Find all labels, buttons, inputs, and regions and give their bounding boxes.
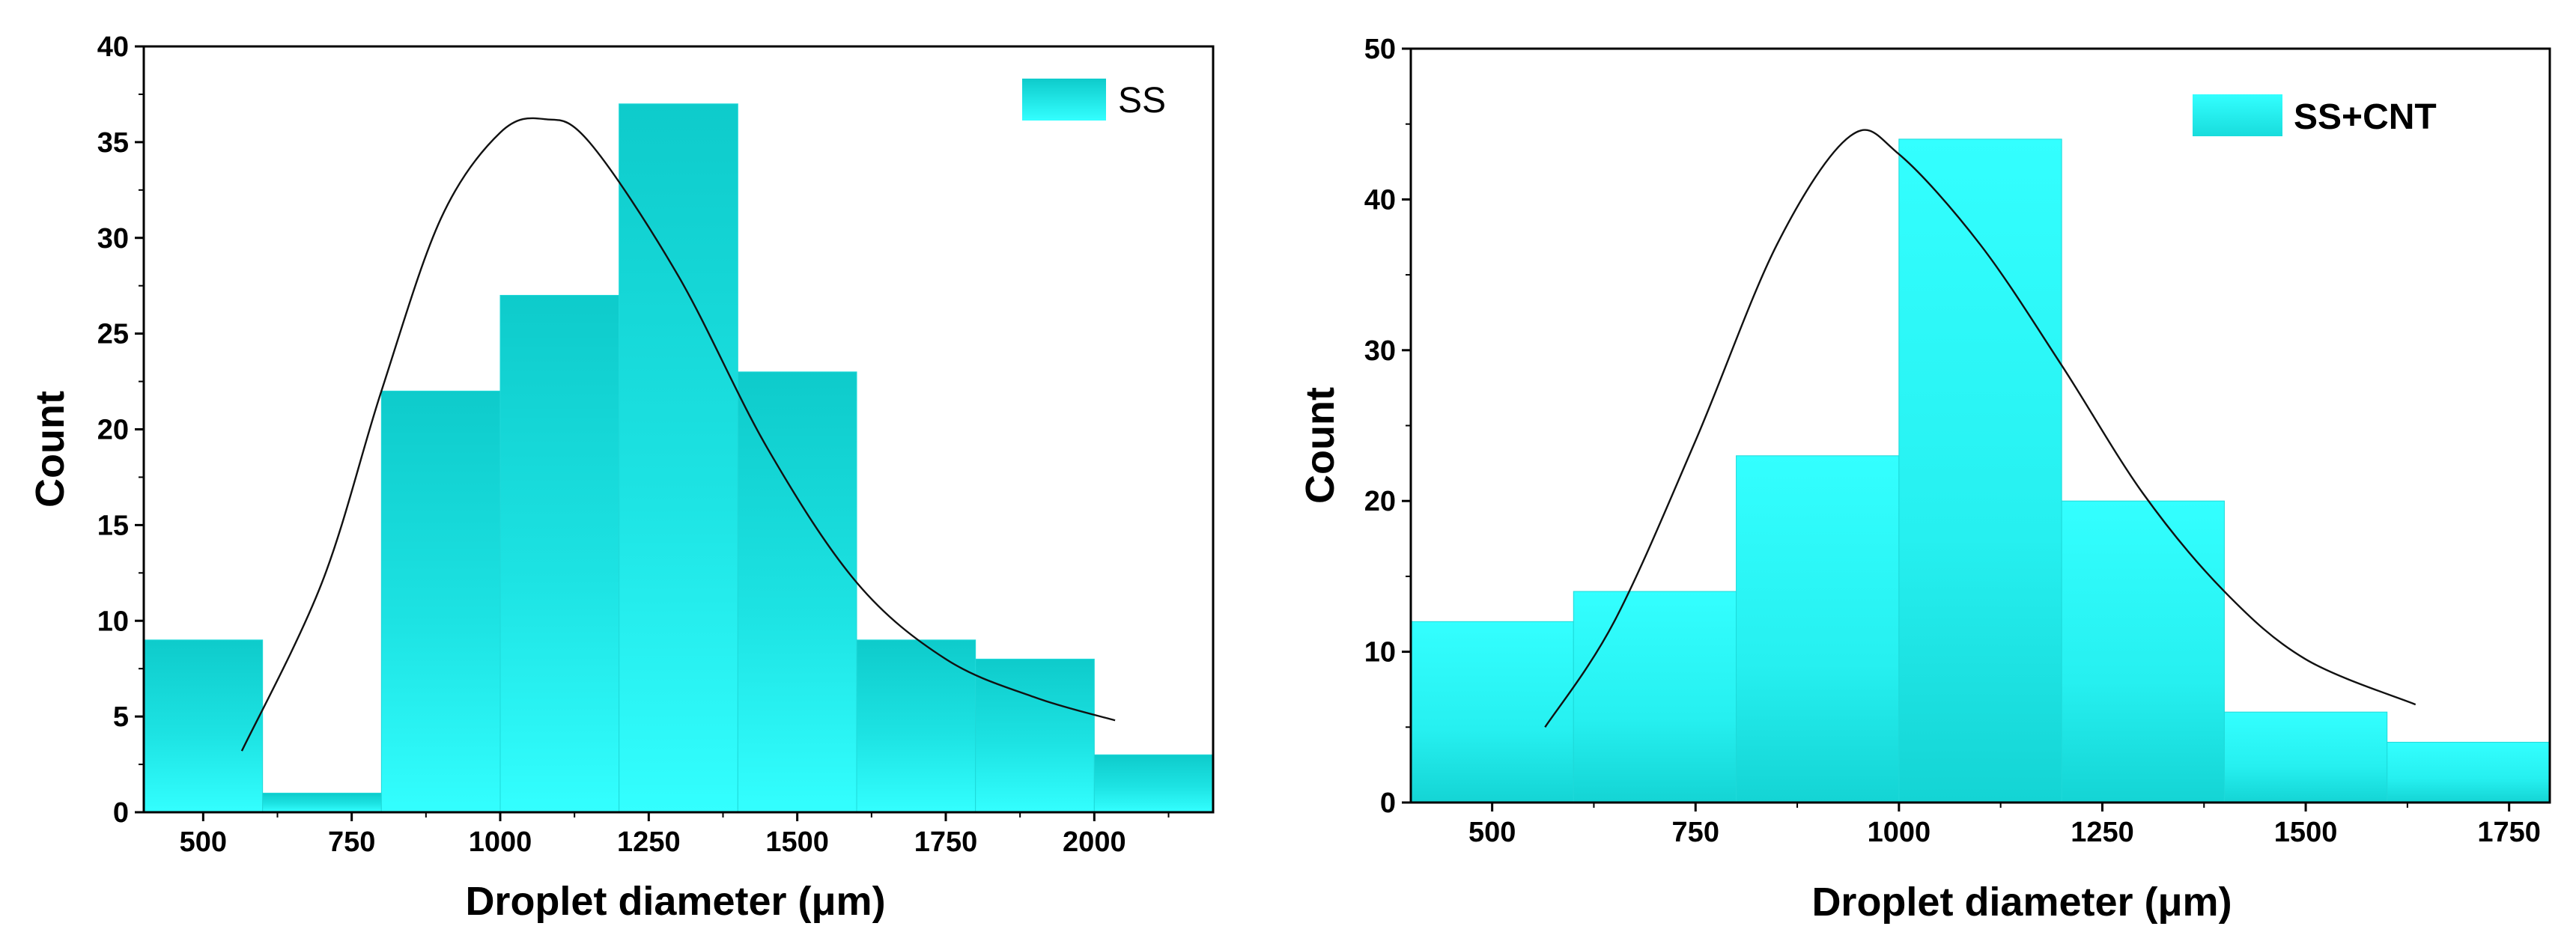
x-axis-title-ss: Droplet diameter (μm) — [465, 879, 885, 924]
x-tick-label: 1000 — [469, 826, 532, 858]
distribution-fit-curve — [1544, 129, 2416, 728]
x-tick-label: 1500 — [765, 826, 829, 858]
histogram-bar — [380, 390, 501, 813]
y-tick-label: 10 — [97, 606, 129, 637]
chart-ss-cnt: 500 750 1000 1250 1500 1750 0 10 20 30 40 50 SS+CNT… — [1298, 34, 2551, 925]
x-axis-title-ss-cnt: Droplet diameter (μm) — [1811, 880, 2232, 925]
y-tick-label: 20 — [97, 415, 129, 446]
y-tick-label: 30 — [1364, 335, 1396, 367]
histogram-bar — [262, 792, 382, 813]
histogram-bar — [2387, 741, 2551, 803]
y-tick-label: 5 — [113, 701, 129, 733]
y-tick-label: 0 — [113, 797, 129, 829]
y-axis-title-ss-cnt: Count — [1298, 387, 1343, 504]
histogram-bar — [737, 371, 857, 813]
y-tick-label: 15 — [97, 510, 129, 541]
histogram-bar — [1093, 754, 1214, 813]
histogram-bar — [2061, 500, 2225, 803]
histogram-bar — [975, 658, 1095, 813]
y-tick-label: 40 — [1364, 184, 1396, 216]
legend-ss-cnt: SS+CNT — [2193, 94, 2437, 137]
x-tick-label: 1750 — [914, 826, 978, 858]
histogram-bar — [1573, 591, 1737, 803]
legend-label-ss: SS — [1118, 81, 1166, 121]
histogram-bar — [619, 103, 738, 813]
histogram-bar — [1410, 621, 1574, 803]
y-tick-label: 50 — [1364, 34, 1396, 65]
y-tick-label: 20 — [1364, 486, 1396, 517]
histogram-bar — [2223, 711, 2388, 803]
x-tick-label: 1250 — [2071, 817, 2134, 848]
x-tick-label: 750 — [1672, 817, 1719, 848]
y-tick-label: 25 — [97, 319, 129, 350]
legend-swatch-ss-cnt — [2193, 94, 2282, 136]
x-tick-label: 500 — [1468, 817, 1516, 848]
y-tick-label: 35 — [97, 127, 129, 159]
x-tick-label: 750 — [328, 826, 375, 858]
x-tick-label: 500 — [180, 826, 227, 858]
x-tick-label: 2000 — [1063, 826, 1126, 858]
y-tick-label: 10 — [1364, 637, 1396, 669]
legend-label-ss-cnt: SS+CNT — [2294, 97, 2437, 137]
y-tick-label: 30 — [97, 223, 129, 255]
legend-swatch-ss — [1022, 79, 1106, 121]
x-tick-label: 1000 — [1868, 817, 1931, 848]
y-tick-label: 0 — [1380, 788, 1396, 819]
y-tick-label: 40 — [97, 31, 129, 63]
y-axis-title-ss: Count — [28, 391, 73, 508]
histogram-bar — [1898, 138, 2062, 803]
x-tick-label: 1250 — [617, 826, 681, 858]
x-tick-label: 1500 — [2274, 817, 2338, 848]
x-tick-label: 1750 — [2477, 817, 2541, 848]
histogram-bar — [1736, 455, 1900, 803]
histogram-bar — [499, 294, 620, 813]
distribution-fit-curve — [240, 117, 1116, 752]
histogram-bar — [856, 639, 976, 813]
legend-ss: SS — [1022, 79, 1166, 121]
chart-ss: 500 750 1000 1250 1500 1750 2000 0 5 10 15 20 25 30 35… — [28, 31, 1215, 924]
histogram-bar — [143, 639, 264, 813]
